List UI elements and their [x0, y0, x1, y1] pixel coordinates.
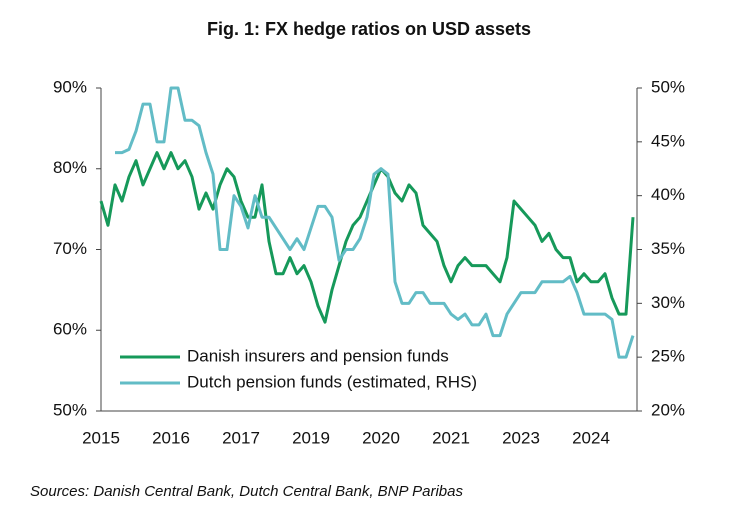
y-tick-label: 60%	[53, 320, 87, 339]
y2-tick-label: 25%	[651, 347, 685, 366]
legend-label: Danish insurers and pension funds	[187, 346, 449, 365]
data-line	[115, 86, 635, 359]
y-tick-label: 80%	[53, 158, 87, 177]
y2-tick-label: 45%	[651, 131, 685, 150]
y2-tick-label: 30%	[651, 293, 685, 312]
x-tick-label: 2016	[152, 428, 190, 447]
y2-tick-label: 40%	[651, 185, 685, 204]
x-tick-label: 2020	[362, 428, 400, 447]
y-tick-label: 50%	[53, 400, 87, 419]
data-line	[99, 151, 635, 324]
x-tick-label: 2021	[432, 428, 470, 447]
y-tick-label: 90%	[53, 77, 87, 96]
x-tick-label: 2024	[572, 428, 610, 447]
chart-title: Fig. 1: FX hedge ratios on USD assets	[207, 19, 531, 39]
x-tick-label: 2019	[292, 428, 330, 447]
x-tick-label: 2017	[222, 428, 260, 447]
x-tick-label: 2023	[502, 428, 540, 447]
x-tick-label: 2015	[82, 428, 120, 447]
source-note: Sources: Danish Central Bank, Dutch Cent…	[30, 483, 463, 500]
y2-tick-label: 35%	[651, 239, 685, 258]
legend-label: Dutch pension funds (estimated, RHS)	[187, 372, 477, 391]
y-tick-label: 70%	[53, 239, 87, 258]
y2-tick-label: 50%	[651, 77, 685, 96]
y2-tick-label: 20%	[651, 400, 685, 419]
